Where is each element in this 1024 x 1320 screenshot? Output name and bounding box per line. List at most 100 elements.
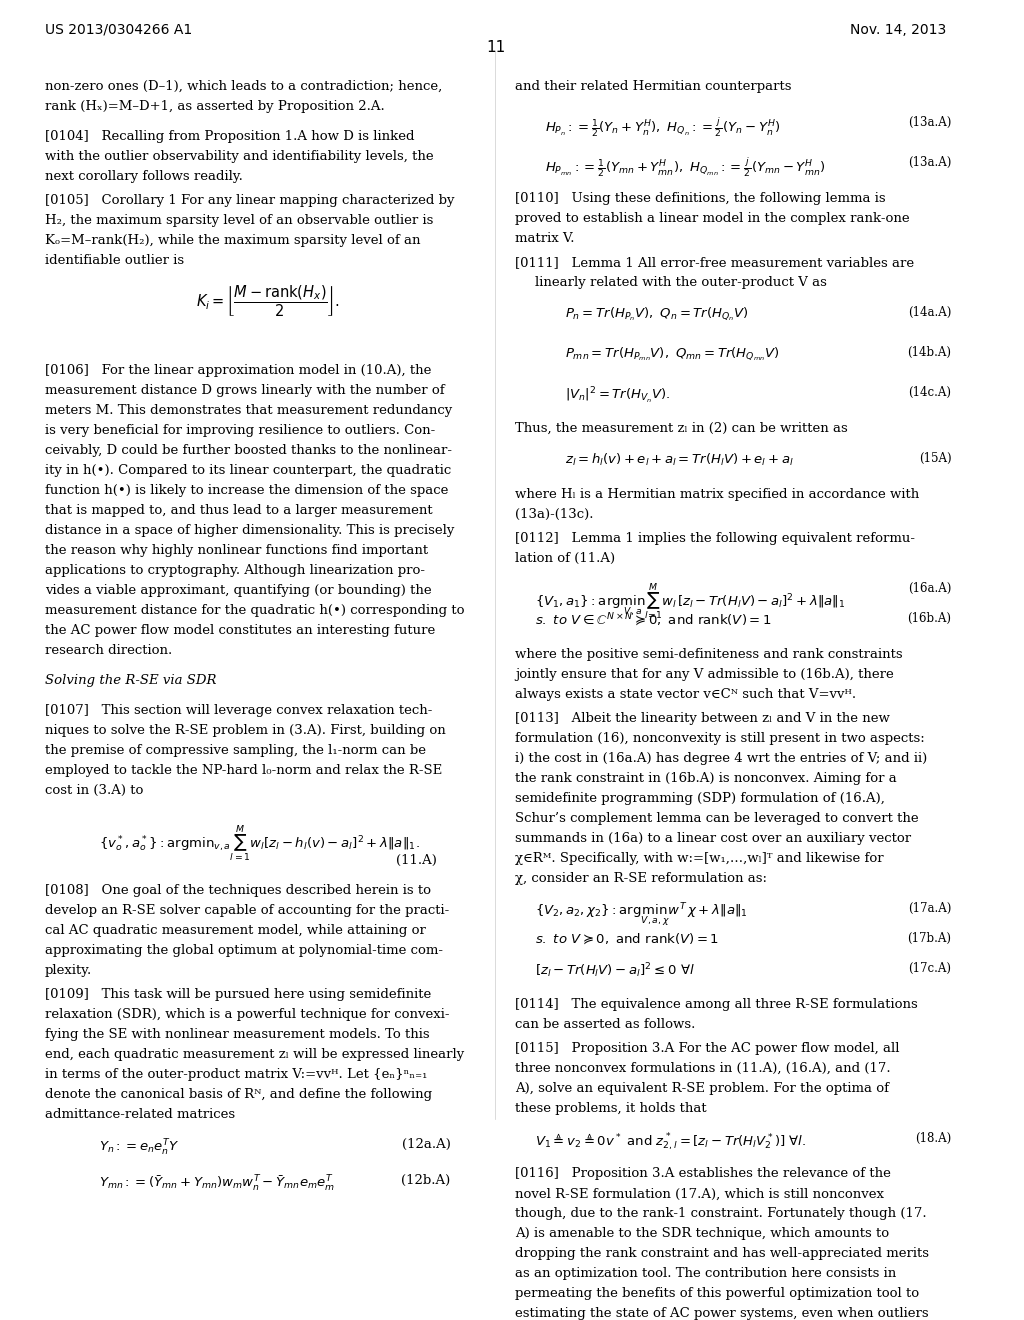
Text: [0110]   Using these definitions, the following lemma is: [0110] Using these definitions, the foll… <box>515 191 886 205</box>
Text: in terms of the outer-product matrix V:=vvᴴ. Let {eₙ}ⁿₙ₌₁: in terms of the outer-product matrix V:=… <box>45 1068 427 1081</box>
Text: and their related Hermitian counterparts: and their related Hermitian counterparts <box>515 81 792 92</box>
Text: $s.\ to\ V\in\mathbb{C}^{N\times N}\succeq 0,\ \mathrm{and}\ \mathrm{rank}(V)=1$: $s.\ to\ V\in\mathbb{C}^{N\times N}\succ… <box>536 611 772 630</box>
Text: $|V_n|^2=Tr(H_{V_n}V).$: $|V_n|^2=Tr(H_{V_n}V).$ <box>565 385 671 407</box>
Text: lation of (11.A): lation of (11.A) <box>515 552 615 565</box>
Text: three nonconvex formulations in (11.A), (16.A), and (17.: three nonconvex formulations in (11.A), … <box>515 1061 891 1074</box>
Text: admittance-related matrices: admittance-related matrices <box>45 1107 234 1121</box>
Text: [0107]   This section will leverage convex relaxation tech-: [0107] This section will leverage convex… <box>45 704 432 717</box>
Text: the premise of compressive sampling, the l₁-norm can be: the premise of compressive sampling, the… <box>45 743 426 756</box>
Text: (14c.A): (14c.A) <box>908 385 951 399</box>
Text: matrix V.: matrix V. <box>515 232 574 246</box>
Text: research direction.: research direction. <box>45 644 172 657</box>
Text: non-zero ones (D–1), which leads to a contradiction; hence,: non-zero ones (D–1), which leads to a co… <box>45 81 441 92</box>
Text: proved to establish a linear model in the complex rank-one: proved to establish a linear model in th… <box>515 213 910 224</box>
Text: novel R-SE formulation (17.A), which is still nonconvex: novel R-SE formulation (17.A), which is … <box>515 1188 885 1200</box>
Text: [0116]   Proposition 3.A establishes the relevance of the: [0116] Proposition 3.A establishes the r… <box>515 1167 891 1180</box>
Text: semidefinite programming (SDP) formulation of (16.A),: semidefinite programming (SDP) formulati… <box>515 792 885 805</box>
Text: (16a.A): (16a.A) <box>908 582 951 595</box>
Text: US 2013/0304266 A1: US 2013/0304266 A1 <box>45 22 191 37</box>
Text: $\{v_o^*,a_o^*\}:\mathrm{argmin}_{v,a}\sum_{l=1}^{M}w_l[z_l-h_l(v)-a_l]^2+\lambd: $\{v_o^*,a_o^*\}:\mathrm{argmin}_{v,a}\s… <box>99 824 420 865</box>
Text: plexity.: plexity. <box>45 964 92 977</box>
Text: end, each quadratic measurement zₗ will be expressed linearly: end, each quadratic measurement zₗ will … <box>45 1048 464 1060</box>
Text: A) is amenable to the SDR technique, which amounts to: A) is amenable to the SDR technique, whi… <box>515 1228 890 1241</box>
Text: [0105]   Corollary 1 For any linear mapping characterized by: [0105] Corollary 1 For any linear mappin… <box>45 194 454 207</box>
Text: $Y_n:=e_ne_n^TY$: $Y_n:=e_ne_n^TY$ <box>99 1138 179 1158</box>
Text: formulation (16), nonconvexity is still present in two aspects:: formulation (16), nonconvexity is still … <box>515 731 925 744</box>
Text: [0114]   The equivalence among all three R-SE formulations: [0114] The equivalence among all three R… <box>515 998 919 1011</box>
Text: applications to cryptography. Although linearization pro-: applications to cryptography. Although l… <box>45 564 425 577</box>
Text: (13a.A): (13a.A) <box>908 116 951 129</box>
Text: (16b.A): (16b.A) <box>907 611 951 624</box>
Text: niques to solve the R-SE problem in (3.A). First, building on: niques to solve the R-SE problem in (3.A… <box>45 723 445 737</box>
Text: $H_{P_{mn}}:=\frac{1}{2}(Y_{mn}+Y_{mn}^H),\ H_{Q_{mn}}:=\frac{j}{2}(Y_{mn}-Y_{mn: $H_{P_{mn}}:=\frac{1}{2}(Y_{mn}+Y_{mn}^H… <box>545 156 825 180</box>
Text: [0109]   This task will be pursued here using semidefinite: [0109] This task will be pursued here us… <box>45 987 431 1001</box>
Text: Schur’s complement lemma can be leveraged to convert the: Schur’s complement lemma can be leverage… <box>515 812 919 825</box>
Text: with the outlier observability and identifiability levels, the: with the outlier observability and ident… <box>45 150 433 162</box>
Text: χ∈Rᴹ. Specifically, with w:=[w₁,…,wₗ]ᵀ and likewise for: χ∈Rᴹ. Specifically, with w:=[w₁,…,wₗ]ᵀ a… <box>515 851 884 865</box>
Text: Nov. 14, 2013: Nov. 14, 2013 <box>850 22 946 37</box>
Text: (17a.A): (17a.A) <box>908 902 951 915</box>
Text: is very beneficial for improving resilience to outliers. Con-: is very beneficial for improving resilie… <box>45 424 435 437</box>
Text: these problems, it holds that: these problems, it holds that <box>515 1101 707 1114</box>
Text: employed to tackle the NP-hard l₀-norm and relax the R-SE: employed to tackle the NP-hard l₀-norm a… <box>45 764 441 776</box>
Text: fying the SE with nonlinear measurement models. To this: fying the SE with nonlinear measurement … <box>45 1027 429 1040</box>
Text: though, due to the rank-1 constraint. Fortunately though (17.: though, due to the rank-1 constraint. Fo… <box>515 1208 927 1221</box>
Text: ity in h(•). Compared to its linear counterpart, the quadratic: ity in h(•). Compared to its linear coun… <box>45 463 451 477</box>
Text: as an optimization tool. The contribution here consists in: as an optimization tool. The contributio… <box>515 1267 897 1280</box>
Text: Kₒ=M–rank(H₂), while the maximum sparsity level of an: Kₒ=M–rank(H₂), while the maximum sparsit… <box>45 234 420 247</box>
Text: develop an R-SE solver capable of accounting for the practi-: develop an R-SE solver capable of accoun… <box>45 904 449 916</box>
Text: the rank constraint in (16b.A) is nonconvex. Aiming for a: the rank constraint in (16b.A) is noncon… <box>515 772 897 784</box>
Text: $P_n=Tr(H_{P_n}V),\ Q_n=Tr(H_{Q_n}V)$: $P_n=Tr(H_{P_n}V),\ Q_n=Tr(H_{Q_n}V)$ <box>565 306 749 323</box>
Text: $s.\ to\ V\succeq 0,\ \mathrm{and}\ \mathrm{rank}(V)=1$: $s.\ to\ V\succeq 0,\ \mathrm{and}\ \mat… <box>536 932 719 946</box>
Text: function h(•) is likely to increase the dimension of the space: function h(•) is likely to increase the … <box>45 484 447 496</box>
Text: χ, consider an R-SE reformulation as:: χ, consider an R-SE reformulation as: <box>515 871 767 884</box>
Text: measurement distance D grows linearly with the number of: measurement distance D grows linearly wi… <box>45 384 444 397</box>
Text: estimating the state of AC power systems, even when outliers: estimating the state of AC power systems… <box>515 1307 929 1320</box>
Text: (12b.A): (12b.A) <box>401 1173 451 1187</box>
Text: where the positive semi-definiteness and rank constraints: where the positive semi-definiteness and… <box>515 648 903 661</box>
Text: $H_{P_n}:=\frac{1}{2}(Y_n+Y_n^H),\ H_{Q_n}:=\frac{j}{2}(Y_n-Y_n^H)$: $H_{P_n}:=\frac{1}{2}(Y_n+Y_n^H),\ H_{Q_… <box>545 116 780 140</box>
Text: (12a.A): (12a.A) <box>401 1138 451 1151</box>
Text: permeating the benefits of this powerful optimization tool to: permeating the benefits of this powerful… <box>515 1287 920 1300</box>
Text: cost in (3.A) to: cost in (3.A) to <box>45 784 143 797</box>
Text: dropping the rank constraint and has well-appreciated merits: dropping the rank constraint and has wel… <box>515 1247 930 1261</box>
Text: identifiable outlier is: identifiable outlier is <box>45 253 183 267</box>
Text: distance in a space of higher dimensionality. This is precisely: distance in a space of higher dimensiona… <box>45 524 454 537</box>
Text: approximating the global optimum at polynomial-time com-: approximating the global optimum at poly… <box>45 944 442 957</box>
Text: [0106]   For the linear approximation model in (10.A), the: [0106] For the linear approximation mode… <box>45 364 431 376</box>
Text: $\{V_1,a_1\}:\mathrm{arg}\min_{V,a}\sum_{l=1}^{M}w_l[z_l-Tr(H_lV)-a_l]^2+\lambda: $\{V_1,a_1\}:\mathrm{arg}\min_{V,a}\sum_… <box>536 582 846 623</box>
Text: $z_l=h_l(v)+e_l+a_l=Tr(H_lV)+e_l+a_l$: $z_l=h_l(v)+e_l+a_l=Tr(H_lV)+e_l+a_l$ <box>565 451 794 467</box>
Text: always exists a state vector v∈Cᴺ such that V=vvᴴ.: always exists a state vector v∈Cᴺ such t… <box>515 688 856 701</box>
Text: [0112]   Lemma 1 implies the following equivalent reformu-: [0112] Lemma 1 implies the following equ… <box>515 532 915 545</box>
Text: that is mapped to, and thus lead to a larger measurement: that is mapped to, and thus lead to a la… <box>45 504 432 516</box>
Text: [0108]   One goal of the techniques described herein is to: [0108] One goal of the techniques descri… <box>45 883 430 896</box>
Text: denote the canonical basis of Rᴺ, and define the following: denote the canonical basis of Rᴺ, and de… <box>45 1088 432 1101</box>
Text: [0111]   Lemma 1 All error-free measurement variables are: [0111] Lemma 1 All error-free measuremen… <box>515 256 914 269</box>
Text: $\{V_2,a_2,\chi_2\}:\mathrm{arg}\min_{V,a,\chi}w^T\chi+\lambda\|a\|_1$: $\{V_2,a_2,\chi_2\}:\mathrm{arg}\min_{V,… <box>536 902 748 929</box>
Text: meters M. This demonstrates that measurement redundancy: meters M. This demonstrates that measure… <box>45 404 452 417</box>
Text: [0113]   Albeit the linearity between zₗ and V in the new: [0113] Albeit the linearity between zₗ a… <box>515 711 890 725</box>
Text: vides a viable approximant, quantifying (or bounding) the: vides a viable approximant, quantifying … <box>45 583 431 597</box>
Text: next corollary follows readily.: next corollary follows readily. <box>45 170 243 183</box>
Text: Thus, the measurement zₗ in (2) can be written as: Thus, the measurement zₗ in (2) can be w… <box>515 422 848 434</box>
Text: (17c.A): (17c.A) <box>908 961 951 974</box>
Text: (15A): (15A) <box>919 451 951 465</box>
Text: linearly related with the outer-product V as: linearly related with the outer-product … <box>536 276 827 289</box>
Text: can be asserted as follows.: can be asserted as follows. <box>515 1018 695 1031</box>
Text: rank (Hₓ)=M–D+1, as asserted by Proposition 2.A.: rank (Hₓ)=M–D+1, as asserted by Proposit… <box>45 100 384 114</box>
Text: the reason why highly nonlinear functions find important: the reason why highly nonlinear function… <box>45 544 428 557</box>
Text: relaxation (SDR), which is a powerful technique for convexi-: relaxation (SDR), which is a powerful te… <box>45 1007 450 1020</box>
Text: H₂, the maximum sparsity level of an observable outlier is: H₂, the maximum sparsity level of an obs… <box>45 214 433 227</box>
Text: (11.A): (11.A) <box>395 854 436 867</box>
Text: [0115]   Proposition 3.A For the AC power flow model, all: [0115] Proposition 3.A For the AC power … <box>515 1041 900 1055</box>
Text: $P_{mn}=Tr(H_{P_{mn}}V),\ Q_{mn}=Tr(H_{Q_{mn}}V)$: $P_{mn}=Tr(H_{P_{mn}}V),\ Q_{mn}=Tr(H_{Q… <box>565 346 779 363</box>
Text: $Y_{mn}:=(\bar{Y}_{mn}+Y_{mn})w_mw_n^T-\bar{Y}_{mn}e_me_m^T$: $Y_{mn}:=(\bar{Y}_{mn}+Y_{mn})w_mw_n^T-\… <box>99 1173 335 1193</box>
Text: (13a)-(13c).: (13a)-(13c). <box>515 508 594 521</box>
Text: Solving the R-SE via SDR: Solving the R-SE via SDR <box>45 673 216 686</box>
Text: [0104]   Recalling from Proposition 1.A how D is linked: [0104] Recalling from Proposition 1.A ho… <box>45 129 414 143</box>
Text: jointly ensure that for any V admissible to (16b.A), there: jointly ensure that for any V admissible… <box>515 668 894 681</box>
Text: (13a.A): (13a.A) <box>908 156 951 169</box>
Text: (14a.A): (14a.A) <box>908 306 951 319</box>
Text: where Hₗ is a Hermitian matrix specified in accordance with: where Hₗ is a Hermitian matrix specified… <box>515 488 920 500</box>
Text: summands in (16a) to a linear cost over an auxiliary vector: summands in (16a) to a linear cost over … <box>515 832 911 845</box>
